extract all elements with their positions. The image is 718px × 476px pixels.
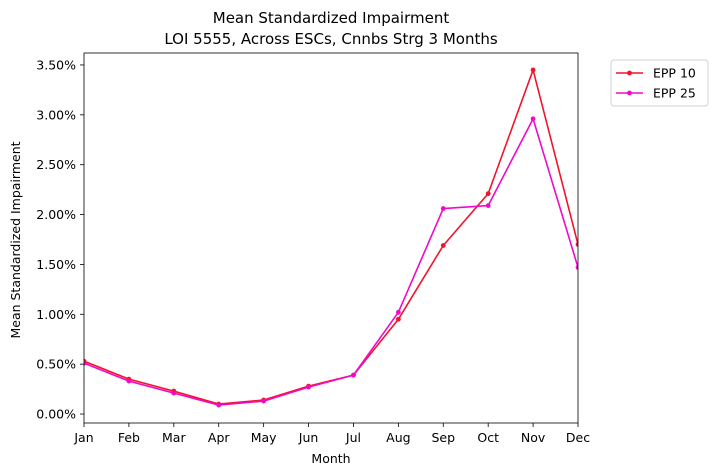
y-tick-label: 1.50%: [36, 257, 76, 272]
legend-marker: [627, 70, 632, 76]
data-point: [440, 206, 446, 211]
data-point: [530, 116, 536, 122]
chart-title: Mean Standardized Impairment: [213, 9, 450, 27]
data-point: [351, 372, 356, 378]
data-point: [575, 265, 578, 270]
data-point: [395, 316, 401, 322]
x-tick-label: Jul: [345, 430, 361, 445]
chart-subtitle: LOI 5555, Across ESCs, Cnnbs Strg 3 Mont…: [164, 30, 498, 48]
legend-label: EPP 10: [653, 66, 696, 81]
data-point: [395, 309, 401, 315]
plot-area: Jan Feb Mar Apr May Jun Jul Aug Sep Oct Nov Dec 0.00…: [36, 52, 590, 445]
y-axis-label: Mean Standardized Impairment: [8, 141, 23, 338]
x-tick-label: Nov: [521, 430, 546, 445]
y-tick-label: 3.00%: [36, 107, 76, 122]
legend-box: [610, 59, 709, 107]
data-point: [216, 402, 222, 408]
data-point: [575, 242, 578, 247]
data-point: [485, 203, 491, 208]
legend-marker: [627, 90, 632, 96]
data-point: [530, 67, 536, 73]
x-tick-label: Jan: [73, 430, 93, 445]
x-tick-label: Aug: [386, 430, 410, 445]
x-tick-label: Apr: [208, 430, 230, 445]
series-group: [84, 67, 578, 407]
data-point: [126, 378, 132, 384]
x-tick-label: Jun: [298, 430, 319, 445]
data-point: [440, 243, 446, 248]
x-tick-label: Sep: [431, 430, 455, 445]
legend-label: EPP 25: [653, 86, 696, 101]
x-axis-label: Month: [311, 451, 350, 466]
series-line: [84, 69, 578, 405]
data-point: [261, 398, 267, 404]
x-tick-label: Oct: [477, 430, 499, 445]
data-point: [171, 390, 177, 396]
y-tick-label: 1.00%: [36, 307, 76, 322]
series-line: [84, 118, 578, 406]
series-group: [84, 116, 578, 408]
data-point: [84, 360, 87, 366]
data-point: [485, 191, 491, 197]
y-tick-label: 2.50%: [36, 157, 76, 172]
y-tick-label: 0.00%: [36, 407, 76, 422]
x-tick-label: Mar: [162, 430, 186, 445]
y-tick-label: 0.50%: [36, 357, 76, 372]
axes-frame: [83, 52, 579, 424]
x-tick-label: Dec: [566, 430, 590, 445]
y-tick-label: 2.00%: [36, 207, 76, 222]
data-point: [306, 384, 311, 390]
legend: EPP 10 EPP 25: [610, 59, 709, 107]
x-tick-label: Feb: [118, 430, 140, 445]
x-tick-label: May: [251, 430, 277, 445]
y-tick-label: 3.50%: [36, 57, 76, 72]
